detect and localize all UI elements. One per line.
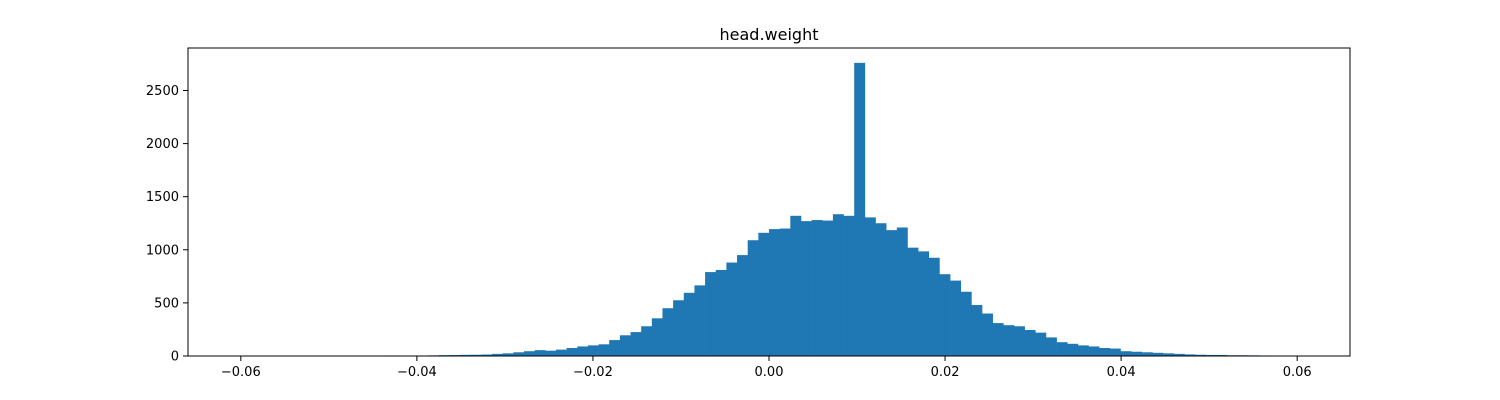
x-axis: −0.06 −0.04 −0.02 0.00 0.02 0.04 0.06 xyxy=(221,356,1312,380)
histogram-bar xyxy=(577,346,589,356)
x-tick-label: 0.02 xyxy=(931,365,960,380)
histogram-bar xyxy=(832,214,844,356)
x-tick-label: −0.04 xyxy=(397,365,437,380)
histogram-bar xyxy=(971,305,983,356)
histogram-bar xyxy=(1152,352,1164,356)
histogram-bar xyxy=(1099,348,1111,356)
histogram-bar xyxy=(566,348,578,356)
histogram-bar xyxy=(1077,345,1089,356)
histogram-bar xyxy=(907,247,919,356)
x-tick-label: 0.04 xyxy=(1107,365,1136,380)
histogram-bar xyxy=(960,291,972,356)
histogram-bar xyxy=(1013,326,1025,356)
histogram-bar xyxy=(1088,346,1100,356)
histogram-bar xyxy=(1184,354,1196,356)
y-tick-label: 2000 xyxy=(146,137,179,152)
histogram-bar xyxy=(800,221,812,356)
histogram-bar xyxy=(662,308,674,356)
y-tick-label: 1000 xyxy=(146,243,179,258)
y-axis: 0 500 1000 1500 2000 2500 xyxy=(146,84,188,365)
histogram-bar xyxy=(864,217,876,356)
histogram-bar xyxy=(545,350,557,356)
histogram-bar xyxy=(1216,354,1228,356)
histogram-bar xyxy=(555,349,567,356)
histogram-bar xyxy=(1173,353,1185,356)
y-tick-label: 500 xyxy=(154,296,179,311)
y-tick-label: 1500 xyxy=(146,190,179,205)
histogram-bar xyxy=(1003,325,1015,356)
histogram-bar xyxy=(587,345,599,356)
histogram-bar xyxy=(609,340,621,356)
histogram-bar xyxy=(492,353,504,356)
histogram-bar xyxy=(534,350,546,356)
histogram-bar xyxy=(481,354,493,356)
x-tick-label: −0.06 xyxy=(221,365,261,380)
histogram-bar xyxy=(1163,353,1175,356)
histogram-bar xyxy=(460,354,472,356)
histogram-bar xyxy=(641,326,653,356)
histogram-bar xyxy=(673,300,685,356)
histogram-bar xyxy=(1045,337,1057,356)
histogram-bar xyxy=(705,272,717,356)
histogram-bar xyxy=(1131,351,1143,356)
histogram-bar xyxy=(1120,351,1132,356)
histogram-bar xyxy=(524,351,535,356)
histogram-bar xyxy=(1109,348,1121,356)
histogram-bar xyxy=(822,220,834,356)
histogram-bar xyxy=(1141,352,1153,356)
histogram-bar xyxy=(950,280,962,356)
histogram-bar xyxy=(854,62,866,357)
histogram-bar xyxy=(875,223,887,356)
histogram-bar xyxy=(619,335,631,356)
histogram-bar xyxy=(651,318,663,356)
histogram-bar xyxy=(502,353,514,356)
histogram-bar xyxy=(843,215,855,356)
histogram-bar xyxy=(928,257,940,356)
histogram-bar xyxy=(1035,332,1047,356)
histogram-bar xyxy=(982,313,993,356)
histogram-bar xyxy=(747,240,759,356)
histogram-bar xyxy=(470,354,482,356)
histogram-bars xyxy=(236,62,1324,357)
histogram-bar xyxy=(779,228,791,356)
y-tick-label: 0 xyxy=(171,350,179,365)
histogram-bar xyxy=(630,332,642,356)
histogram-bar xyxy=(939,274,951,356)
histogram-bar xyxy=(1024,329,1036,356)
histogram-bar xyxy=(715,269,727,356)
histogram-bar xyxy=(896,227,908,356)
histogram-bar xyxy=(918,251,930,356)
histogram-bar xyxy=(683,292,695,356)
x-tick-label: 0.00 xyxy=(755,365,784,380)
histogram-bar xyxy=(1067,343,1079,356)
histogram-bar xyxy=(694,285,706,356)
histogram-bar xyxy=(726,262,738,356)
histogram-bar xyxy=(598,344,610,356)
chart-title: head.weight xyxy=(720,25,819,44)
histogram-bar xyxy=(1056,342,1068,356)
histogram-bar xyxy=(737,255,748,356)
histogram-bar xyxy=(992,323,1004,356)
histogram-bar xyxy=(769,229,780,356)
histogram-bar xyxy=(1205,354,1217,356)
histogram-bar xyxy=(790,215,802,356)
x-tick-label: −0.02 xyxy=(573,365,613,380)
histogram-bar xyxy=(1195,354,1207,356)
histogram-bar xyxy=(513,352,525,356)
x-tick-label: 0.06 xyxy=(1283,365,1312,380)
y-tick-label: 2500 xyxy=(146,84,179,99)
histogram-bar xyxy=(758,232,770,356)
histogram-bar xyxy=(811,220,823,356)
histogram-bar xyxy=(886,230,898,356)
